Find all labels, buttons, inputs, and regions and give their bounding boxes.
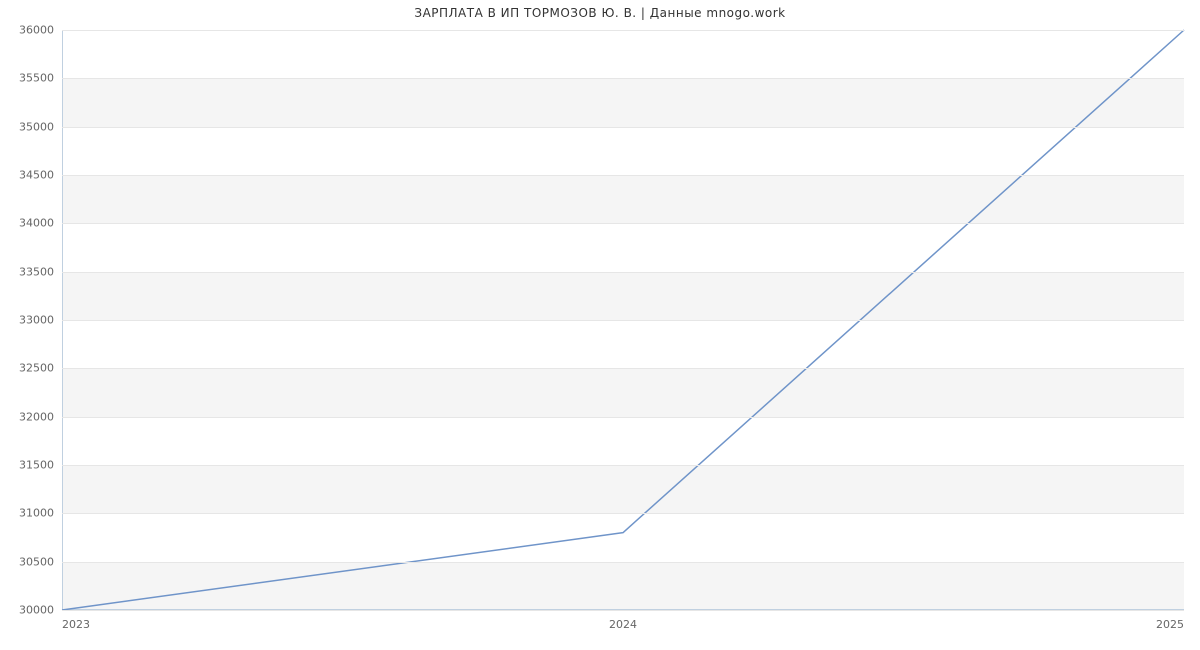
grid-line: [62, 175, 1184, 176]
y-tick-label: 35500: [19, 72, 62, 85]
grid-line: [62, 78, 1184, 79]
grid-line: [62, 368, 1184, 369]
chart-title: ЗАРПЛАТА В ИП ТОРМОЗОВ Ю. В. | Данные mn…: [0, 6, 1200, 20]
y-tick-label: 32500: [19, 362, 62, 375]
grid-line: [62, 417, 1184, 418]
grid-line: [62, 513, 1184, 514]
y-tick-label: 31000: [19, 507, 62, 520]
y-tick-label: 34000: [19, 217, 62, 230]
x-tick-label: 2023: [62, 618, 90, 631]
grid-line: [62, 562, 1184, 563]
y-tick-label: 33500: [19, 265, 62, 278]
plot-area: 3000030500310003150032000325003300033500…: [62, 30, 1184, 610]
y-tick-label: 35000: [19, 120, 62, 133]
y-tick-label: 30000: [19, 604, 62, 617]
y-tick-label: 33000: [19, 314, 62, 327]
grid-line: [62, 465, 1184, 466]
grid-line: [62, 127, 1184, 128]
grid-line: [62, 610, 1184, 611]
y-tick-label: 32000: [19, 410, 62, 423]
x-tick-label: 2024: [609, 618, 637, 631]
y-tick-label: 31500: [19, 459, 62, 472]
x-tick-label: 2025: [1156, 618, 1184, 631]
y-tick-label: 34500: [19, 169, 62, 182]
grid-line: [62, 223, 1184, 224]
salary-chart: ЗАРПЛАТА В ИП ТОРМОЗОВ Ю. В. | Данные mn…: [0, 0, 1200, 650]
grid-line: [62, 272, 1184, 273]
y-tick-label: 36000: [19, 24, 62, 37]
grid-line: [62, 30, 1184, 31]
grid-line: [62, 320, 1184, 321]
y-tick-label: 30500: [19, 555, 62, 568]
